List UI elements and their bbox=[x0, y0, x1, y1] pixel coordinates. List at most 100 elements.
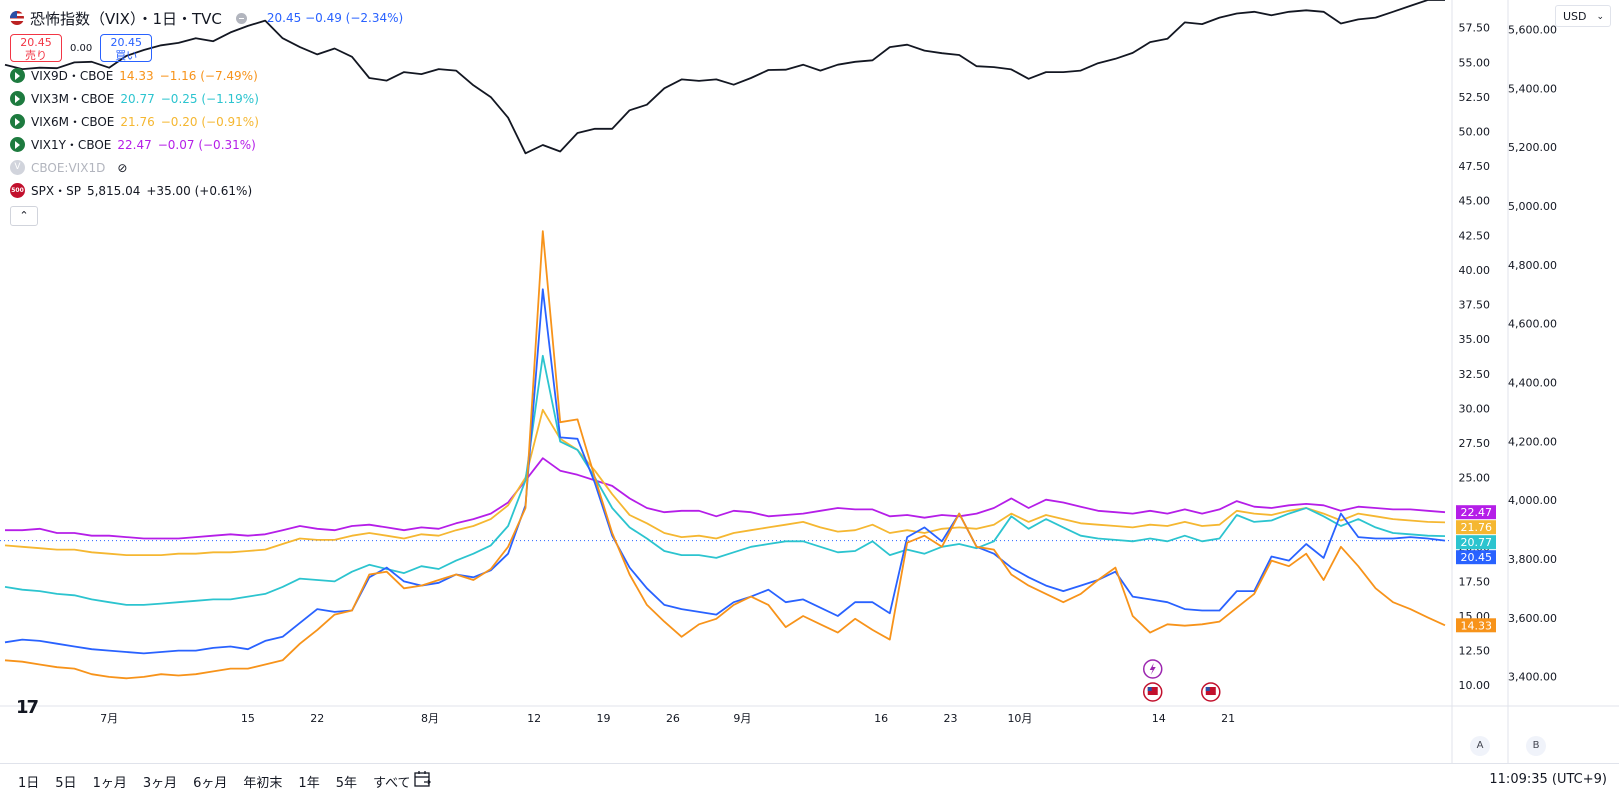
price-tag-label: 20.45 bbox=[1461, 551, 1493, 564]
price-tag-label: 20.77 bbox=[1461, 536, 1493, 549]
range-1d[interactable]: 1日 bbox=[18, 776, 40, 791]
x-axis-tick-label: 19 bbox=[597, 712, 611, 725]
range-1y[interactable]: 1年 bbox=[298, 776, 320, 791]
left-axis-tick-label: 47.50 bbox=[1459, 160, 1491, 173]
left-axis-tick-label: 25.00 bbox=[1459, 472, 1491, 485]
tradingview-logo-icon[interactable]: 17 bbox=[16, 697, 39, 718]
series-name: CBOE:VIX1D bbox=[31, 160, 106, 175]
series-line-vix6m-cboe bbox=[4, 408, 1446, 556]
legend-row-vix9d[interactable]: VIX9D・CBOE 14.33 −1.16 (−7.49%) bbox=[10, 64, 403, 87]
right-axis-tick-label: 5,600.00 bbox=[1508, 23, 1557, 36]
right-axis-tick-label: 4,600.00 bbox=[1508, 318, 1557, 331]
series-change: +35.00 (+0.61%) bbox=[146, 183, 253, 198]
buy-button[interactable]: 20.45 買い bbox=[100, 34, 153, 62]
x-axis-tick-label: 9月 bbox=[733, 712, 751, 725]
clock-timezone[interactable]: 11:09:35 (UTC+9) bbox=[1489, 772, 1607, 787]
right-axis-tick-label: 4,200.00 bbox=[1508, 435, 1557, 448]
us-flag-icon bbox=[10, 11, 24, 25]
left-axis-tick-label: 40.00 bbox=[1459, 264, 1491, 277]
right-axis-tick-label: 4,400.00 bbox=[1508, 376, 1557, 389]
left-axis-tick-label: 55.00 bbox=[1459, 56, 1491, 69]
minus-circle-icon[interactable] bbox=[235, 12, 247, 24]
series-name: VIX1Y・CBOE bbox=[31, 138, 112, 152]
eye-off-icon[interactable]: ⊘ bbox=[117, 160, 128, 175]
left-axis-tick-label: 12.50 bbox=[1459, 645, 1491, 658]
series-name: VIX9D・CBOE bbox=[31, 69, 114, 83]
x-axis-tick-label: 23 bbox=[944, 712, 958, 725]
sell-button[interactable]: 20.45 売り bbox=[10, 34, 62, 62]
spread-value: 0.00 bbox=[70, 42, 93, 54]
x-axis-tick-label: 12 bbox=[527, 712, 541, 725]
series-value: 14.33 bbox=[119, 68, 154, 83]
series-value: 20.77 bbox=[120, 91, 155, 106]
series-line-vix3m-cboe bbox=[4, 354, 1446, 606]
v-badge-icon: V bbox=[10, 160, 25, 175]
series-change: −0.07 (−0.31%) bbox=[157, 137, 256, 152]
main-quote: 20.45 −0.49 (−2.34%) bbox=[266, 11, 404, 25]
sp500-badge-icon: 500 bbox=[10, 183, 25, 198]
auto-scale-button[interactable]: A bbox=[1470, 736, 1490, 756]
series-line-vix1y-cboe bbox=[5, 457, 1446, 540]
x-axis-tick-label: 22 bbox=[310, 712, 324, 725]
sell-price: 20.45 bbox=[20, 36, 52, 49]
scale-b-button[interactable]: B bbox=[1526, 736, 1546, 756]
legend-row-vix6m[interactable]: VIX6M・CBOE 21.76 −0.20 (−0.91%) bbox=[10, 110, 403, 133]
left-axis-tick-label: 32.50 bbox=[1459, 368, 1491, 381]
collapse-legend-button[interactable]: ⌃ bbox=[10, 206, 38, 226]
bottom-toolbar: 1日 5日 1ヶ月 3ヶ月 6ヶ月 年初末 1年 5年 すべて 11:09:35… bbox=[0, 763, 1619, 796]
right-axis-tick-label: 5,000.00 bbox=[1508, 200, 1557, 213]
legend-row-spx[interactable]: 500 SPX・SP 5,815.04 +35.00 (+0.61%) bbox=[10, 179, 403, 202]
right-axis-tick-label: 3,600.00 bbox=[1508, 612, 1557, 625]
right-axis-tick-label: 3,800.00 bbox=[1508, 553, 1557, 566]
series-value: 22.47 bbox=[117, 137, 152, 152]
us-flag-canton bbox=[1205, 687, 1210, 691]
range-all[interactable]: すべて bbox=[372, 776, 411, 791]
range-6m[interactable]: 6ヶ月 bbox=[193, 776, 228, 791]
play-icon bbox=[10, 68, 25, 83]
x-axis-tick-label: 15 bbox=[241, 712, 255, 725]
us-flag-icon bbox=[1147, 687, 1158, 695]
range-5d[interactable]: 5日 bbox=[55, 776, 77, 791]
left-axis-tick-label: 57.50 bbox=[1459, 22, 1491, 35]
series-change: −0.25 (−1.19%) bbox=[160, 91, 259, 106]
series-change: −1.16 (−7.49%) bbox=[159, 68, 258, 83]
series-name: VIX3M・CBOE bbox=[31, 92, 115, 106]
range-ytd[interactable]: 年初末 bbox=[243, 776, 283, 791]
x-axis-tick-label: 7月 bbox=[100, 712, 118, 725]
us-flag-canton bbox=[1147, 687, 1152, 691]
legend-row-vix1y[interactable]: VIX1Y・CBOE 22.47 −0.07 (−0.31%) bbox=[10, 133, 403, 156]
left-axis-tick-label: 42.50 bbox=[1459, 229, 1491, 242]
series-name: SPX・SP bbox=[31, 184, 81, 198]
buy-label: 買い bbox=[115, 49, 138, 62]
legend-row-vix1d[interactable]: V CBOE:VIX1D ⊘ bbox=[10, 156, 403, 179]
calendar-range-icon[interactable] bbox=[414, 771, 432, 787]
right-axis-tick-label: 5,400.00 bbox=[1508, 82, 1557, 95]
x-axis-tick-label: 10月 bbox=[1007, 712, 1032, 725]
range-1m[interactable]: 1ヶ月 bbox=[92, 776, 127, 791]
sell-label: 売り bbox=[25, 49, 47, 62]
range-3m[interactable]: 3ヶ月 bbox=[142, 776, 178, 791]
price-tag-label: 22.47 bbox=[1461, 506, 1493, 519]
x-axis-tick-label: 16 bbox=[874, 712, 888, 725]
left-axis-tick-label: 17.50 bbox=[1459, 575, 1491, 588]
left-axis-tick-label: 30.00 bbox=[1459, 402, 1491, 415]
left-axis-tick-label: 45.00 bbox=[1459, 195, 1491, 208]
right-axis-tick-label: 4,800.00 bbox=[1508, 259, 1557, 272]
chevron-down-icon: ⌄ bbox=[1596, 12, 1604, 22]
series-value: 21.76 bbox=[120, 114, 155, 129]
price-tag-label: 14.33 bbox=[1461, 619, 1493, 632]
chart[interactable]: 10.0012.5015.0017.5020.0022.5025.0027.50… bbox=[0, 0, 1619, 763]
symbol-title[interactable]: 恐怖指数（VIX）・1日・TVC bbox=[30, 9, 222, 28]
price-tag bbox=[1456, 520, 1496, 535]
series-name: VIX6M・CBOE bbox=[31, 115, 115, 129]
range-5y[interactable]: 5年 bbox=[335, 776, 357, 791]
right-axis-tick-label: 5,200.00 bbox=[1508, 141, 1557, 154]
left-axis-tick-label: 27.50 bbox=[1459, 437, 1491, 450]
x-axis-tick-label: 21 bbox=[1221, 712, 1235, 725]
legend-row-vix3m[interactable]: VIX3M・CBOE 20.77 −0.25 (−1.19%) bbox=[10, 87, 403, 110]
x-axis-tick-label: 26 bbox=[666, 712, 680, 725]
series-line-vix9d-cboe bbox=[4, 230, 1446, 680]
us-flag-icon bbox=[1205, 687, 1216, 695]
currency-select[interactable]: USD ⌄ bbox=[1555, 5, 1611, 27]
left-axis-tick-label: 35.00 bbox=[1459, 333, 1491, 346]
